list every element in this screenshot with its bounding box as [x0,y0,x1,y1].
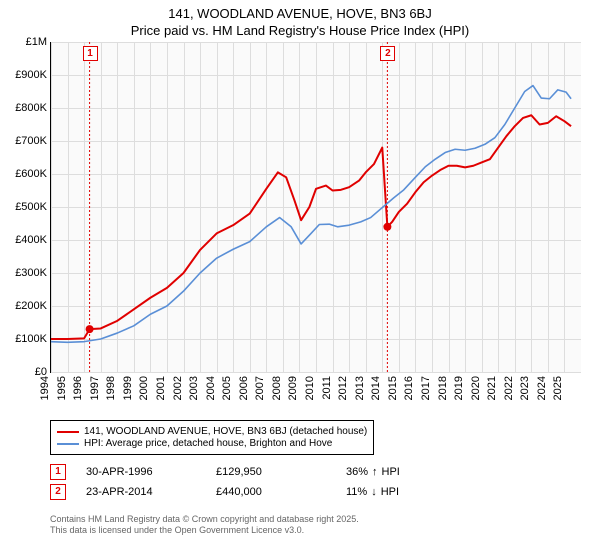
sale-marker-dot [383,223,391,231]
x-tick-label: 2016 [403,376,415,400]
legend: 141, WOODLAND AVENUE, HOVE, BN3 6BJ (det… [50,420,374,455]
x-tick-label: 1994 [39,376,51,400]
y-tick-label: £600K [15,168,47,180]
sale-price: £440,000 [216,486,346,498]
sale-date: 23-APR-2014 [86,486,216,498]
chart-svg [51,42,581,372]
x-tick-label: 2012 [337,376,349,400]
x-tick-label: 2020 [469,376,481,400]
x-tick-label: 2015 [387,376,399,400]
x-tick-label: 2006 [238,376,250,400]
x-tick-label: 2021 [486,376,498,400]
footer-line-2: This data is licensed under the Open Gov… [50,525,359,536]
x-tick-label: 2014 [370,376,382,400]
series-hpi [51,86,571,343]
sale-index-badge: 2 [50,484,66,500]
x-tick-label: 2004 [204,376,216,400]
x-tick-label: 2000 [138,376,150,400]
footer-line-1: Contains HM Land Registry data © Crown c… [50,514,359,525]
x-tick-label: 2001 [155,376,167,400]
y-tick-label: £700K [15,135,47,147]
x-tick-label: 2019 [453,376,465,400]
x-tick-label: 2017 [420,376,432,400]
y-tick-label: £900K [15,69,47,81]
sales-table-row: 2 23-APR-2014£440,00011%↓HPI [50,482,400,502]
x-tick-label: 2009 [287,376,299,400]
sale-hpi-delta: 36%↑HPI [346,466,400,478]
x-tick-label: 1997 [88,376,100,400]
x-tick-label: 2011 [321,376,333,400]
y-tick-label: £200K [15,300,47,312]
chart-plot-area: £0£100K£200K£300K£400K£500K£600K£700K£80… [50,42,581,373]
legend-item: 141, WOODLAND AVENUE, HOVE, BN3 6BJ (det… [57,426,367,437]
sale-hpi-delta: 11%↓HPI [346,486,399,498]
footer-attribution: Contains HM Land Registry data © Crown c… [50,514,359,537]
y-tick-label: £1M [26,36,47,48]
y-tick-label: £500K [15,201,47,213]
x-tick-label: 2002 [171,376,183,400]
x-tick-label: 2007 [254,376,266,400]
x-tick-label: 2013 [353,376,365,400]
sale-index-badge: 1 [50,464,66,480]
x-tick-label: 2010 [304,376,316,400]
y-tick-label: £800K [15,102,47,114]
chart-title: 141, WOODLAND AVENUE, HOVE, BN3 6BJ Pric… [0,0,600,40]
sales-table-row: 1 30-APR-1996£129,95036%↑HPI [50,462,400,482]
legend-swatch [57,431,79,433]
legend-item: HPI: Average price, detached house, Brig… [57,438,367,449]
legend-swatch [57,443,79,445]
x-tick-label: 1995 [55,376,67,400]
x-tick-label: 2025 [552,376,564,400]
x-tick-label: 1998 [105,376,117,400]
y-tick-label: £400K [15,234,47,246]
title-line-1: 141, WOODLAND AVENUE, HOVE, BN3 6BJ [0,6,600,23]
sale-price: £129,950 [216,466,346,478]
x-tick-label: 2008 [271,376,283,400]
x-tick-label: 1996 [72,376,84,400]
x-tick-label: 2022 [503,376,515,400]
legend-label: 141, WOODLAND AVENUE, HOVE, BN3 6BJ (det… [84,426,367,437]
sales-table: 1 30-APR-1996£129,95036%↑HPI 2 23-APR-2014£… [50,462,400,502]
gridline-h [51,372,581,373]
y-tick-label: £300K [15,267,47,279]
title-line-2: Price paid vs. HM Land Registry's House … [0,23,600,40]
sale-date: 30-APR-1996 [86,466,216,478]
y-tick-label: £100K [15,333,47,345]
sale-marker-badge: 1 [83,46,98,61]
x-tick-label: 1999 [122,376,134,400]
sale-marker-badge: 2 [380,46,395,61]
x-tick-label: 2018 [436,376,448,400]
x-tick-label: 2023 [519,376,531,400]
x-tick-label: 2005 [221,376,233,400]
sale-marker-dot [86,325,94,333]
series-property [51,115,571,339]
x-tick-label: 2024 [536,376,548,400]
legend-label: HPI: Average price, detached house, Brig… [84,438,332,449]
x-tick-label: 2003 [188,376,200,400]
